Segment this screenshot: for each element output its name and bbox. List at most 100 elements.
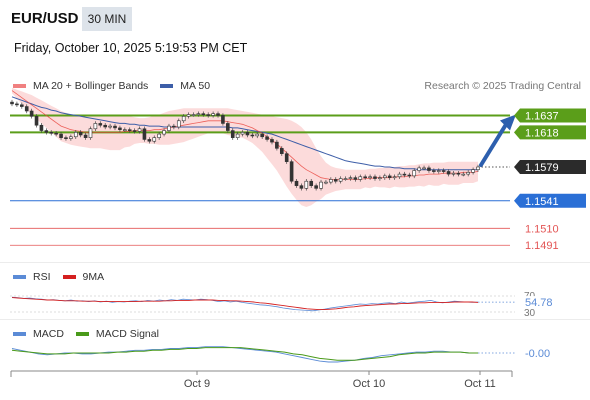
candle: [211, 113, 215, 116]
candle: [304, 180, 309, 189]
candle: [319, 181, 323, 189]
rsi-line: [11, 296, 479, 312]
candle: [137, 128, 142, 132]
datetime-label: Friday, October 10, 2025 5:19:53 PM CET: [14, 41, 248, 55]
macd-signal-legend-label: MACD Signal: [95, 328, 159, 340]
price-tag-label: 1.1541: [525, 196, 559, 208]
candle: [476, 166, 480, 170]
candle: [294, 180, 299, 186]
ma20-swatch: [13, 84, 26, 88]
candle: [265, 136, 269, 140]
candle: [333, 179, 338, 182]
candle: [387, 175, 392, 178]
macd-value-label: -0.00: [525, 348, 550, 360]
price-tag: [514, 160, 586, 174]
timeframe-button[interactable]: 30 MIN: [82, 7, 132, 31]
rsi-value-bg: [522, 296, 556, 309]
price-tag-label: 1.1510: [525, 223, 559, 235]
candle: [456, 172, 461, 175]
rsi-legend: RSI 9MA: [13, 271, 104, 283]
candle: [69, 136, 73, 139]
candle: [103, 124, 108, 128]
candle: [147, 139, 152, 142]
candle: [181, 116, 186, 122]
candle: [123, 129, 127, 131]
candle: [98, 123, 103, 126]
candle: [432, 170, 436, 172]
ma50-legend-label: MA 50: [180, 80, 211, 92]
candle: [186, 114, 191, 117]
candle: [324, 181, 328, 184]
candle: [299, 185, 304, 189]
candle: [284, 153, 289, 162]
candle: [118, 127, 122, 130]
candle: [436, 170, 441, 172]
candle: [113, 125, 117, 129]
candle: [250, 134, 255, 137]
forecast-arrow: [479, 122, 508, 167]
price-tag-label: 1.1579: [525, 162, 559, 174]
candle: [309, 180, 314, 186]
main-legend: MA 20 + Bollinger Bands MA 50: [13, 80, 210, 92]
ma9-swatch: [62, 275, 76, 279]
candle: [176, 120, 181, 128]
candle: [127, 129, 132, 131]
candle: [368, 176, 372, 179]
candle: [240, 132, 245, 135]
candle: [157, 133, 161, 138]
candle: [289, 161, 294, 182]
macd-line: [11, 346, 478, 363]
rsi-panel: 703054.78: [10, 291, 556, 319]
candle: [451, 172, 456, 175]
time-axis-label: Oct 9: [184, 378, 210, 390]
candle: [461, 173, 466, 176]
price-panel: 1.1637 1.1618 1.1579 1.1541 1.1510 1.1491: [10, 87, 586, 252]
candle: [167, 125, 171, 131]
candle: [24, 106, 29, 112]
candle: [422, 167, 426, 170]
candle: [64, 137, 68, 139]
time-axis-label: Oct 11: [464, 378, 496, 390]
candle: [49, 132, 54, 134]
candle: [108, 125, 112, 128]
macd-signal-swatch: [75, 332, 89, 336]
rsi-swatch: [13, 275, 26, 279]
candle: [343, 178, 348, 180]
candle: [10, 101, 14, 105]
candle: [427, 167, 431, 171]
candle: [152, 137, 157, 142]
candle: [245, 132, 250, 136]
price-tag-label: 1.1618: [525, 127, 559, 139]
candle: [73, 132, 78, 138]
candle: [191, 114, 196, 116]
symbol-title: EUR/USD: [11, 10, 79, 27]
candle: [412, 170, 417, 177]
rsi-tick-label: 30: [524, 308, 536, 319]
candle: [255, 133, 260, 137]
rsi-ma9-line: [11, 297, 479, 311]
candle: [206, 114, 211, 116]
macd-signal-line: [11, 347, 478, 361]
candle: [348, 177, 353, 179]
candle: [392, 176, 397, 179]
candle: [382, 175, 387, 178]
candle: [142, 128, 147, 140]
candle: [235, 133, 240, 138]
candle: [78, 132, 83, 136]
candle: [260, 133, 264, 138]
credit-text: Research © 2025 Trading Central: [424, 80, 581, 92]
price-tag: [514, 193, 586, 208]
candle: [363, 176, 367, 179]
candle: [15, 103, 19, 106]
macd-legend-label: MACD: [33, 328, 64, 340]
rsi-legend-label: RSI: [33, 271, 51, 283]
price-tag-label: 1.1491: [525, 240, 559, 252]
price-tag: [514, 125, 586, 140]
ma50-line: [11, 96, 478, 171]
price-tag-label: 1.1637: [525, 110, 559, 122]
candle: [402, 173, 407, 176]
macd-legend: MACD MACD Signal: [13, 328, 159, 340]
forecast-arrow-head: [500, 114, 516, 131]
time-axis-label: Oct 10: [353, 378, 385, 390]
